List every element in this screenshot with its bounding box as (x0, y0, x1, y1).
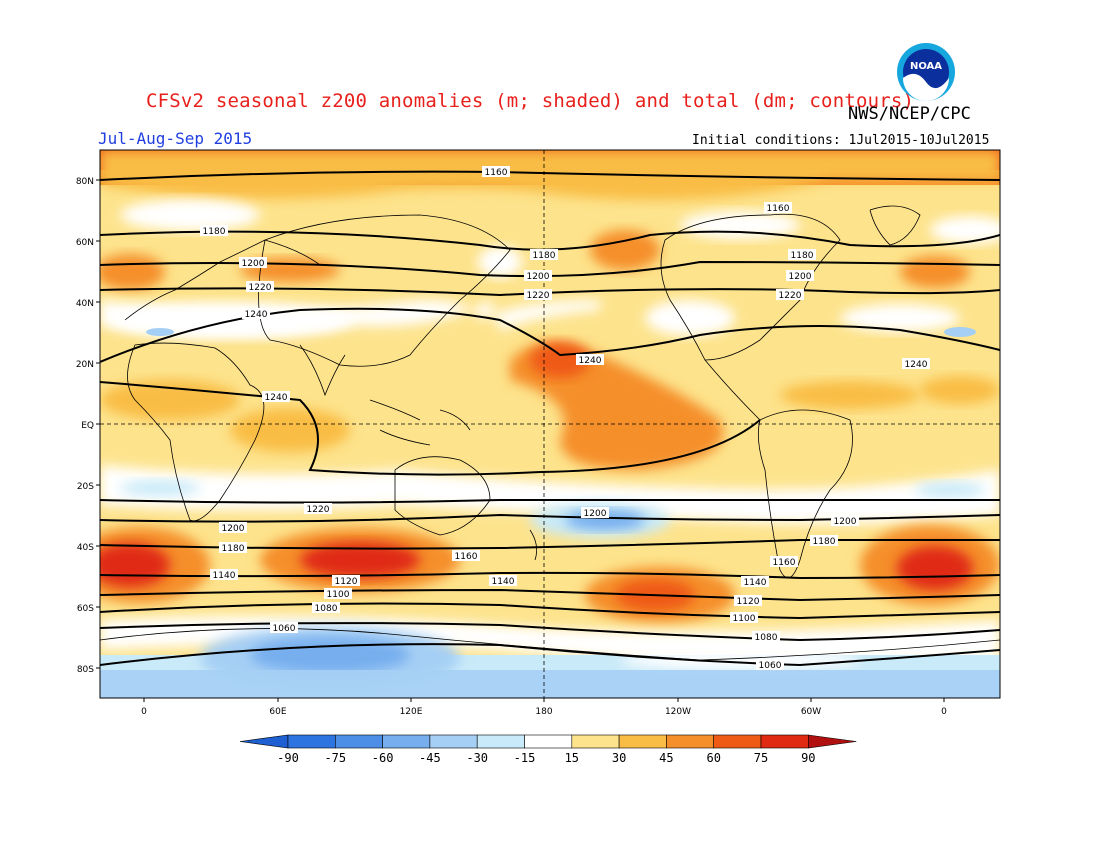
longitude-labels: 0 60E 120E 180 120W 60W 0 (141, 707, 947, 717)
noaa-logo-icon: NOAA (897, 43, 955, 101)
colorbar-tick-label: -75 (324, 751, 346, 765)
colorbar-tick-label: 75 (754, 751, 768, 765)
colorbar-segment (666, 734, 715, 749)
contour-label: 1060 (759, 661, 782, 671)
contour-label: 1220 (249, 283, 272, 293)
lon-label: 120E (400, 707, 423, 717)
contour-label: 1160 (773, 558, 796, 568)
lat-label: 20S (77, 482, 94, 492)
contour-label: 1140 (213, 571, 236, 581)
colorbar-tick-label: -45 (419, 751, 441, 765)
lat-label: EQ (81, 421, 94, 431)
contour-label: 1120 (737, 597, 760, 607)
colorbar-segment (429, 734, 478, 749)
contour-label: 1100 (733, 614, 756, 624)
height-contours (100, 170, 1000, 667)
lon-label: 0 (941, 707, 947, 717)
lon-label: 120W (665, 707, 691, 717)
lat-label: 40N (76, 299, 94, 309)
lon-label: 60W (801, 707, 821, 717)
colorbar-tick-label: 60 (706, 751, 720, 765)
colorbar-tick-label: 90 (801, 751, 815, 765)
colorbar-tick-label: -15 (514, 751, 536, 765)
lon-label: 0 (141, 707, 147, 717)
colorbar-segment (334, 734, 383, 749)
contour-label: 1180 (203, 227, 226, 237)
contour-labels: 1160 1160 1180 1180 1180 1200 1200 1200 … (200, 166, 930, 671)
contour-label: 1140 (744, 578, 767, 588)
contour-label: 1160 (485, 168, 508, 178)
contour-label: 1220 (307, 505, 330, 515)
contour-label: 1200 (584, 509, 607, 519)
colorbar-segment (760, 734, 809, 749)
contour-label: 1200 (242, 259, 265, 269)
contour-label: 1140 (492, 577, 515, 587)
colorbar-tick-label: 15 (565, 751, 579, 765)
longitude-axis (143, 698, 945, 702)
contour-label: 1240 (265, 393, 288, 403)
contour-label: 1200 (222, 524, 245, 534)
colorbar-tick-label: 30 (612, 751, 626, 765)
colorbar-tick-label: -90 (277, 751, 299, 765)
contour-label: 1080 (315, 604, 338, 614)
contour-label: 1180 (813, 537, 836, 547)
chart-title: CFSv2 seasonal z200 anomalies (m; shaded… (146, 90, 915, 112)
colorbar-segment (713, 734, 762, 749)
contour-label: 1120 (335, 577, 358, 587)
colorbar-arrow-high (807, 734, 857, 749)
lat-label: 20N (76, 360, 94, 370)
colorbar-tick-label: -60 (372, 751, 394, 765)
contour-label: 1240 (579, 356, 602, 366)
contour-label: 1220 (779, 291, 802, 301)
colorbar-arrow-low (239, 734, 289, 749)
contour-label: 1240 (905, 360, 928, 370)
latitude-labels: 80N 60N 40N 20N EQ 20S 40S 60S 80S (76, 177, 94, 675)
contour-label: 1180 (533, 251, 556, 261)
lon-label: 180 (535, 707, 552, 717)
contour-label: 1180 (791, 251, 814, 261)
contour-label: 1100 (327, 590, 350, 600)
colorbar-segment (524, 734, 573, 749)
colorbar-segment (618, 734, 667, 749)
colorbar-segment (476, 734, 525, 749)
colorbar-tick-label: 45 (659, 751, 673, 765)
latitude-axis (96, 179, 100, 669)
contour-label: 1180 (222, 544, 245, 554)
forecast-period: Jul-Aug-Sep 2015 (98, 129, 253, 148)
lat-label: 80S (77, 665, 94, 675)
colorbar-segment (382, 734, 431, 749)
contour-label: 1200 (834, 517, 857, 527)
colorbar: -90 -75 -60 -45 -30 -15 15 30 45 60 75 90 (239, 734, 857, 765)
coastlines (100, 205, 1000, 661)
colorbar-segment (571, 734, 620, 749)
svg-text:NOAA: NOAA (910, 61, 942, 72)
colorbar-tick-label: -30 (466, 751, 488, 765)
lat-label: 80N (76, 177, 94, 187)
contour-label: 1200 (527, 272, 550, 282)
lon-label: 60E (269, 707, 286, 717)
contour-label: 1160 (767, 204, 790, 214)
agency-credit: NWS/NCEP/CPC (848, 104, 971, 124)
initial-conditions: Initial conditions: 1Jul2015-10Jul2015 (692, 133, 990, 148)
contour-label: 1200 (789, 272, 812, 282)
lat-label: 60S (77, 604, 94, 614)
contour-label: 1160 (455, 552, 478, 562)
contour-label: 1220 (527, 291, 550, 301)
contour-label: 1060 (273, 624, 296, 634)
contour-label: 1080 (755, 633, 778, 643)
lat-label: 60N (76, 238, 94, 248)
lat-label: 40S (77, 543, 94, 553)
colorbar-segment (287, 734, 336, 749)
contour-label: 1240 (245, 310, 268, 320)
